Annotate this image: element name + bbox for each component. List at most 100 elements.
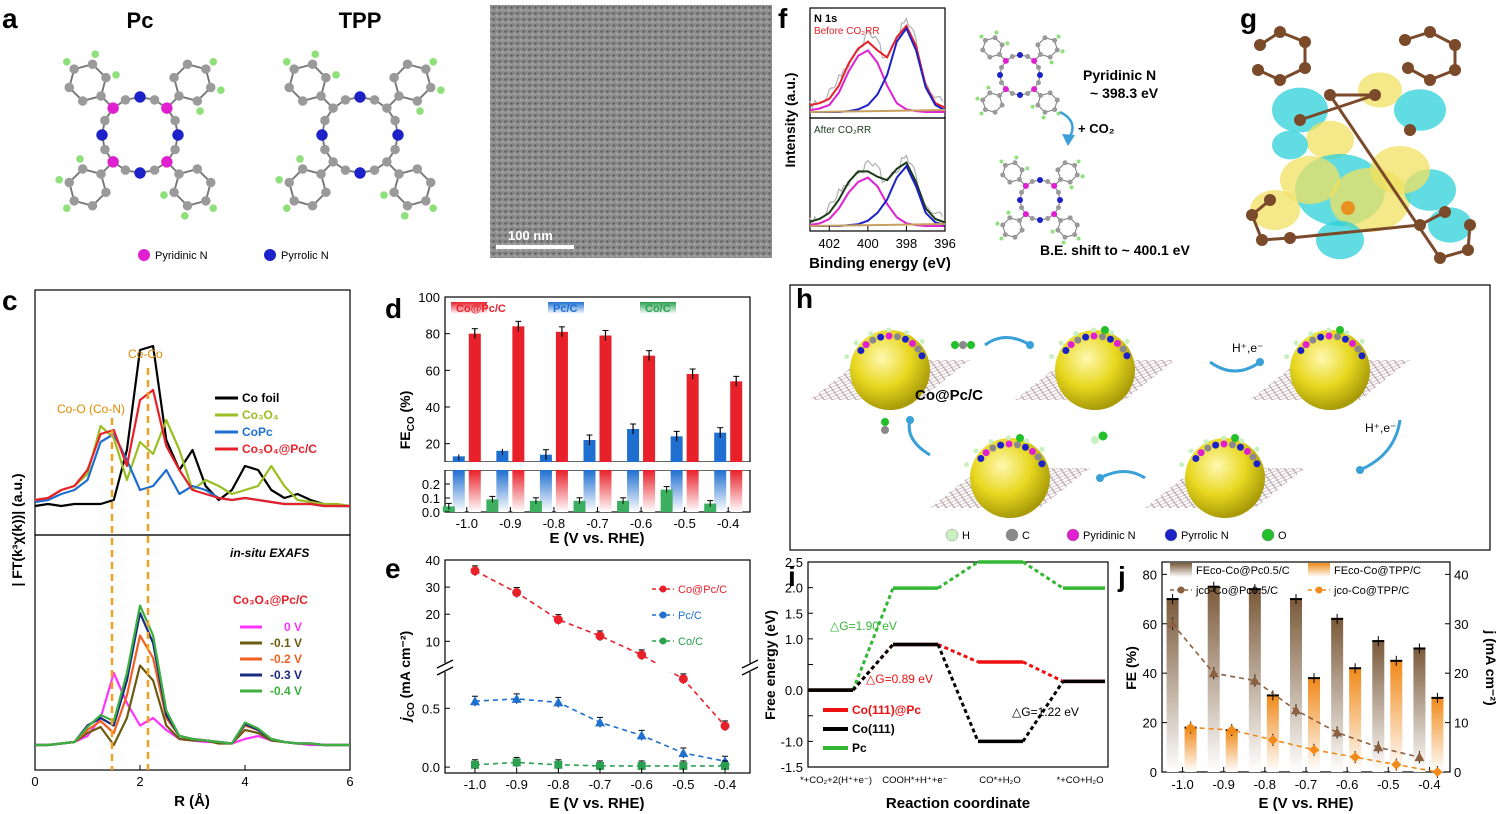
bar: [704, 503, 717, 512]
y-tick-label-right: 10: [1454, 716, 1468, 731]
bar-base: [730, 470, 743, 512]
tpp-title: TPP: [339, 8, 382, 33]
hydrogen-atom: [999, 236, 1004, 241]
x-tick-label: 2: [136, 774, 143, 789]
molecule-bonds: [982, 37, 1058, 113]
fe-bar-tpp: [1349, 668, 1362, 772]
hydrogen-atom: [999, 159, 1004, 164]
hydrogen-atom: [975, 96, 980, 101]
hydrogen-atom: [1069, 185, 1074, 190]
core-atom: [999, 80, 1005, 86]
molecule-atom: [1021, 443, 1029, 451]
molecule-atom: [1302, 341, 1310, 349]
legend-label: Co(111): [852, 722, 895, 736]
legend-label: Co(111)@Pc: [852, 703, 921, 717]
x-tick-label: -0.5: [1377, 777, 1399, 792]
molecule-atom: [1243, 447, 1251, 455]
carbon-atom: [284, 177, 295, 188]
core-atom: [170, 115, 180, 126]
carbon-atom: [1058, 218, 1064, 224]
panel-letter-h: h: [796, 283, 813, 314]
hydrogen-atom: [1254, 446, 1260, 452]
carbon-atom: [307, 59, 318, 70]
carbon-atom: [1002, 232, 1008, 238]
pyridinic-n-label: Pyridinic N: [1083, 67, 1156, 83]
x-tick-label: 4: [241, 774, 248, 789]
reaction-arrow-head: [1356, 466, 1364, 474]
hydrogen-atom: [1293, 340, 1299, 346]
h-frame: [789, 284, 1491, 551]
core-atom: [161, 102, 173, 114]
bond: [1299, 93, 1376, 122]
reaction-arrow: [984, 336, 1031, 347]
legend-swatch: [451, 302, 487, 314]
molecule-atom: [1113, 339, 1121, 347]
hydrogen-atom: [844, 354, 850, 360]
y-tick-label: 20: [426, 607, 440, 622]
y-tick-label-left: 20: [1143, 716, 1157, 731]
carbon-atom: [201, 64, 211, 74]
molecule-atom: [1062, 347, 1070, 355]
annot-co: △G=1.22 eV: [1012, 705, 1079, 719]
bar: [670, 436, 683, 462]
y-tick-label: 80: [426, 327, 440, 342]
hydrogen-atom: [76, 155, 84, 163]
molecule-atom: [1067, 341, 1075, 349]
i-frame: [807, 561, 1109, 768]
legend-label: Co@Pc/C: [456, 303, 506, 315]
carbon-atom: [421, 64, 431, 74]
x-tick-label: 400: [857, 236, 879, 251]
data-point: [636, 730, 647, 740]
sample-label: Co₃O₄@Pc/C: [233, 593, 308, 607]
x-tick-label: 402: [818, 236, 840, 251]
carbon-atom: [394, 91, 404, 101]
data-point: [1185, 722, 1196, 733]
carbon-atom: [1439, 206, 1451, 218]
bar: [660, 489, 673, 512]
legend-label-pyrrolic: Pyrrolic N: [281, 250, 329, 262]
data-point: [637, 761, 646, 770]
hydrogen-atom: [180, 212, 189, 220]
y-tick-label: 30: [426, 580, 440, 595]
core-atom: [161, 156, 173, 168]
hydrogen-atom: [1308, 331, 1314, 337]
y-tick-label-right: 0: [1454, 765, 1461, 780]
core-atom: [120, 95, 131, 105]
panel-letter-e: e: [385, 553, 401, 584]
molecule-bonds: [1002, 162, 1078, 238]
data-point: [470, 566, 480, 576]
energy-connector: [851, 643, 895, 692]
molecule-atom: [1197, 449, 1205, 457]
bar-base: [714, 470, 727, 512]
data-point: [1332, 727, 1343, 737]
cobalt-atom: [1341, 201, 1355, 215]
carbon-atom: [201, 196, 211, 206]
e-ylabel: jCO (mA cm⁻²): [397, 631, 417, 723]
tpp-molecule: [275, 50, 445, 220]
data-point: [1309, 744, 1319, 755]
x-tick-label: -0.9: [499, 516, 521, 531]
c-xlabel: R (Å): [174, 793, 210, 810]
carbon-atom: [425, 177, 436, 188]
legend-label: O: [1278, 530, 1287, 542]
density-lobe: [1250, 190, 1300, 230]
data-point: [553, 697, 564, 707]
d-break-gap: [440, 462, 755, 470]
data-point: [1373, 742, 1384, 752]
co2-label: + CO₂: [1078, 121, 1115, 136]
carbon-atom: [69, 64, 79, 74]
density-lobe: [1272, 87, 1328, 133]
hydrogen-atom: [1025, 166, 1030, 171]
bar: [555, 331, 568, 462]
energy-connector: [937, 560, 979, 590]
carbon-atom: [1464, 219, 1476, 231]
co2-molecule-o: [951, 341, 959, 349]
hydrogen-atom: [1061, 240, 1066, 245]
y-tick-label-left: 60: [1143, 617, 1157, 632]
fe-bar-pc: [1372, 641, 1385, 772]
fe-bar-tpp: [1390, 660, 1403, 772]
axis-break-mark: [436, 666, 454, 676]
y-tick-label: 60: [426, 363, 440, 378]
core-atom: [1009, 54, 1015, 60]
